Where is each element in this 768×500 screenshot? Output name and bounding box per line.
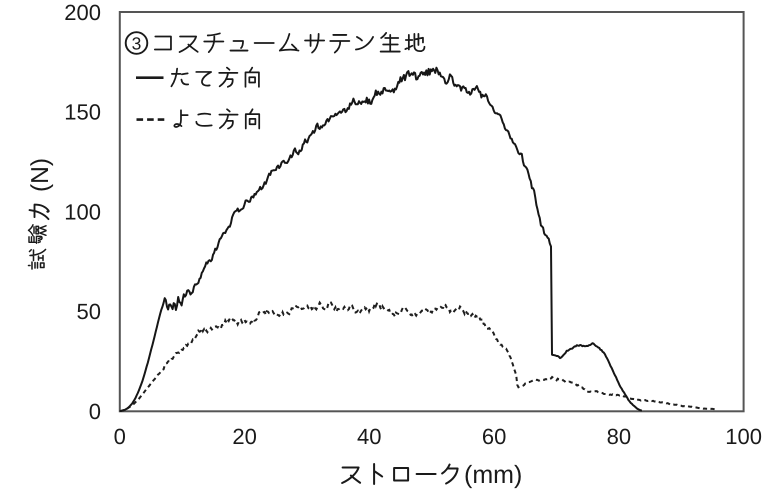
svg-text:(N): (N) <box>27 158 54 192</box>
svg-text:3: 3 <box>132 33 142 53</box>
svg-text:20: 20 <box>232 424 256 449</box>
svg-text:60: 60 <box>482 424 506 449</box>
svg-text:200: 200 <box>64 0 101 25</box>
svg-text:100: 100 <box>64 199 101 224</box>
svg-text:40: 40 <box>357 424 381 449</box>
svg-text:100: 100 <box>725 424 762 449</box>
svg-text:0: 0 <box>114 424 126 449</box>
svg-text:50: 50 <box>77 299 101 324</box>
svg-text:150: 150 <box>64 100 101 125</box>
svg-text:80: 80 <box>607 424 631 449</box>
svg-text:(mm): (mm) <box>464 461 522 489</box>
svg-text:0: 0 <box>89 399 101 424</box>
